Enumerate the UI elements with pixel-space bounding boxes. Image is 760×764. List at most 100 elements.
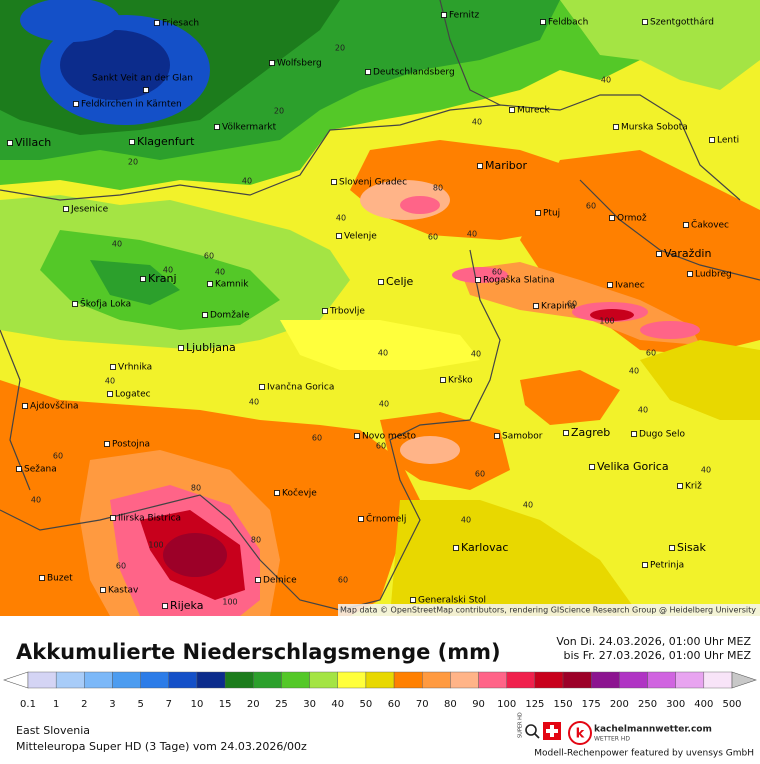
- attribution: Map data © OpenStreetMap contributors, r…: [340, 606, 756, 615]
- city-dot: [331, 179, 337, 185]
- city-label: Feldkirchen in Kärnten: [81, 100, 182, 110]
- city-dot: [22, 403, 28, 409]
- contour-label: 60: [53, 452, 63, 461]
- contour-label: 40: [638, 406, 648, 415]
- city-dot: [477, 163, 483, 169]
- model: Mitteleuropa Super HD (3 Tage) vom 24.03…: [16, 740, 307, 753]
- city-label: Škofja Loka: [80, 298, 131, 310]
- city-dot: [677, 483, 683, 489]
- colorbar-tick-label: 400: [694, 699, 713, 710]
- colorbar-tick-label: 150: [553, 699, 572, 710]
- colorbar-box: [55, 671, 85, 689]
- city-label: Logatec: [115, 390, 151, 400]
- contour-label: 40: [242, 177, 252, 186]
- colorbar-tick-label: 500: [722, 699, 741, 710]
- contour-label: 60: [338, 576, 348, 585]
- city-label: Kranj: [148, 272, 177, 285]
- super-hd: SUPER HD: [518, 712, 524, 738]
- city-dot: [140, 276, 146, 282]
- city-label: Križ: [685, 482, 702, 492]
- contour-label: 40: [701, 466, 711, 475]
- city-dot: [535, 210, 541, 216]
- city-dot: [107, 391, 113, 397]
- city-label: Domžale: [210, 311, 250, 321]
- city-label: Vrhnika: [118, 363, 152, 373]
- contour-label: 60: [586, 202, 596, 211]
- colorbar-box: [253, 671, 282, 689]
- colorbar-box: [478, 671, 507, 689]
- contour-label: 60: [204, 252, 214, 261]
- city-label: Varaždin: [664, 247, 711, 260]
- city-dot: [609, 215, 615, 221]
- colorbar-box: [309, 671, 338, 689]
- period-end: bis Fr. 27.03.2026, 01:00 Uhr MEZ: [564, 649, 752, 662]
- city-dot: [259, 384, 265, 390]
- contour-label: 40: [467, 230, 477, 239]
- contour-label: 40: [249, 398, 259, 407]
- colorbar-tick-label: 10: [191, 699, 204, 710]
- contour-label: 60: [492, 268, 502, 277]
- contour-label: 40: [601, 76, 611, 85]
- contour-label: 40: [629, 367, 639, 376]
- city-label: Dugo Selo: [639, 430, 685, 440]
- colorbar-tick-label: 90: [472, 699, 485, 710]
- city-label: Mureck: [517, 106, 550, 116]
- city-dot: [336, 233, 342, 239]
- contour-label: 60: [376, 442, 386, 451]
- colorbar-box: [675, 671, 705, 689]
- contour-label: 80: [191, 484, 201, 493]
- contour-label: 60: [116, 562, 126, 571]
- colorbar-box: [591, 671, 620, 689]
- colorbar-tick-label: 30: [303, 699, 316, 710]
- city-dot: [365, 69, 371, 75]
- colorbar-box: [703, 671, 733, 689]
- city-dot: [475, 277, 481, 283]
- city-dot: [110, 515, 116, 521]
- contour-label: 40: [112, 240, 122, 249]
- colorbar-box: [562, 671, 592, 689]
- city-dot: [589, 464, 595, 470]
- colorbar-tick-label: 100: [497, 699, 516, 710]
- contour-label: 20: [128, 158, 138, 167]
- colorbar-box: [647, 671, 676, 689]
- city-dot: [100, 587, 106, 593]
- city-label: Sankt Veit an der Glan: [92, 74, 193, 84]
- colorbar-box: [534, 671, 564, 689]
- city-label: Rogaška Slatina: [483, 275, 555, 286]
- colorbar-tick-label: 1: [53, 699, 59, 710]
- city-dot: [410, 597, 416, 603]
- city-dot: [642, 19, 648, 25]
- city-label: Črnomelj: [366, 513, 406, 525]
- city-dot: [16, 466, 22, 472]
- city-dot: [509, 107, 515, 113]
- colorbar-tick-label: 250: [638, 699, 657, 710]
- city-label: Jesenice: [70, 205, 109, 215]
- city-dot: [533, 303, 539, 309]
- city-dot: [494, 433, 500, 439]
- city-label: Feldbach: [548, 18, 588, 28]
- colorbar-box: [393, 671, 423, 689]
- colorbar-tick-label: 200: [610, 699, 629, 710]
- contour-label: 60: [312, 434, 322, 443]
- contour-label: 60: [646, 349, 656, 358]
- contour-label: 40: [378, 349, 388, 358]
- city-dot: [322, 308, 328, 314]
- colorbar-tick-label: 60: [388, 699, 401, 710]
- city-dot: [274, 490, 280, 496]
- city-dot: [440, 377, 446, 383]
- city-dot: [269, 60, 275, 66]
- colorbar-box: [365, 671, 395, 689]
- svg-text:k: k: [576, 727, 585, 742]
- city-dot: [378, 279, 384, 285]
- colorbar-box: [112, 671, 141, 689]
- city-dot: [255, 577, 261, 583]
- city-dot: [613, 124, 619, 130]
- colorbar-tick-label: 40: [331, 699, 344, 710]
- colorbar-box: [84, 671, 113, 689]
- brand: kachelmannwetter.com: [594, 725, 712, 735]
- colorbar-box: [224, 671, 254, 689]
- precipitation-map: Friesach Fernitz Feldbach Szentgotthárd Sank…: [0, 0, 760, 616]
- contour-label: 20: [335, 44, 345, 53]
- city-dot: [143, 87, 149, 93]
- city-label: Zagreb: [571, 426, 610, 439]
